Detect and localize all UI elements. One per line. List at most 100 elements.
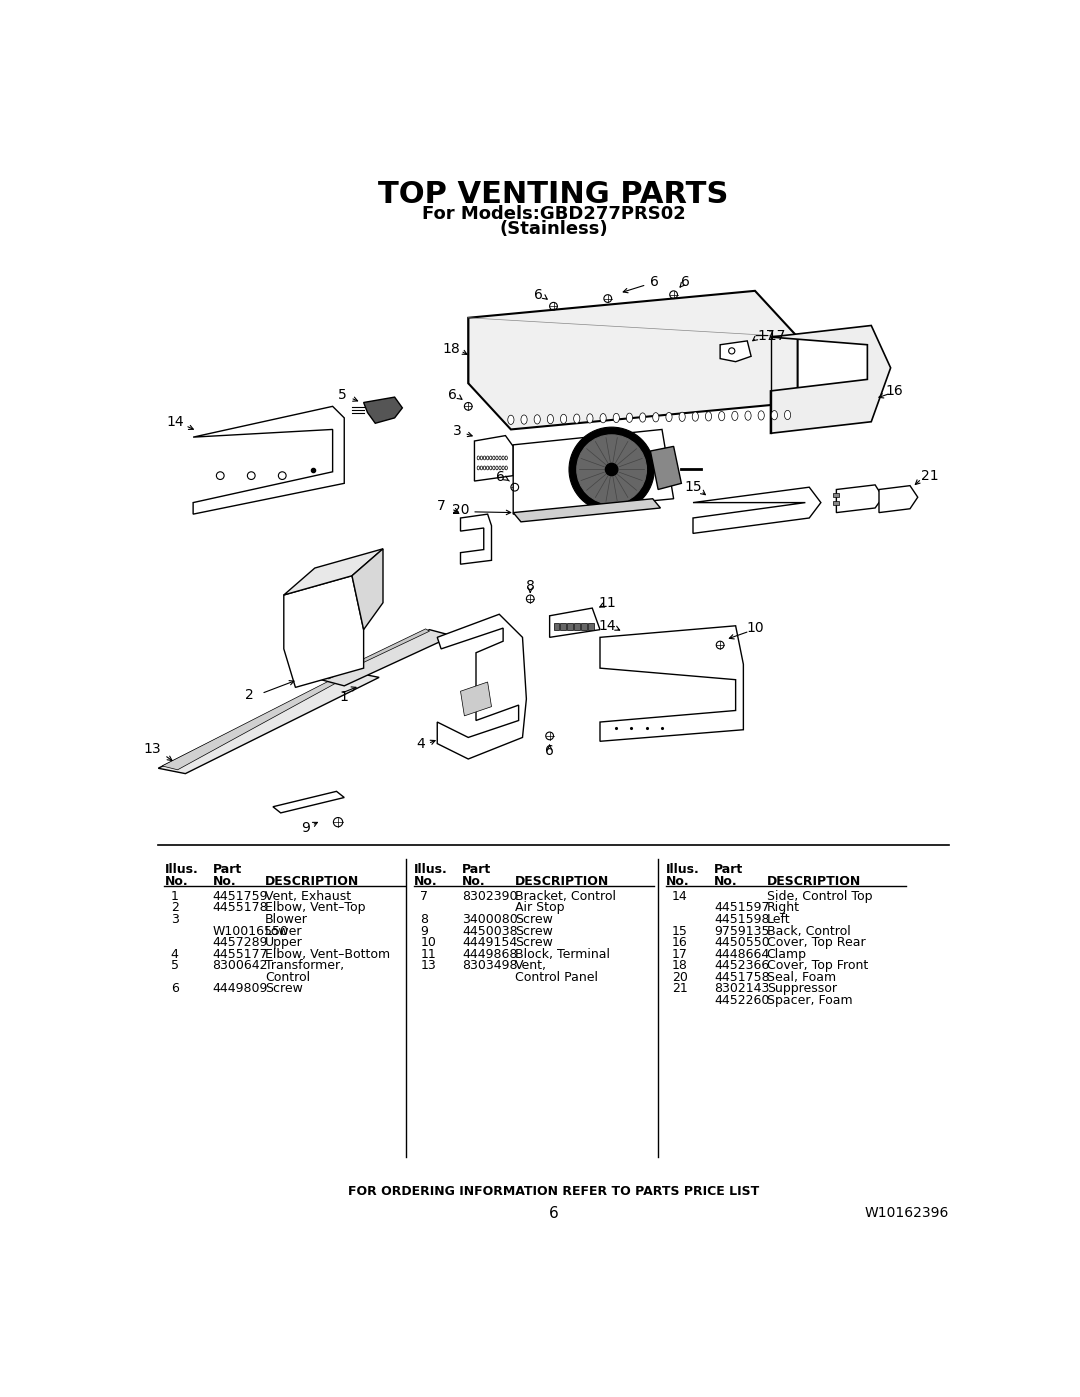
Polygon shape — [474, 436, 513, 481]
Text: Blower: Blower — [266, 914, 308, 926]
Text: No.: No. — [213, 875, 237, 887]
Text: Illus.: Illus. — [414, 863, 448, 876]
Text: 9: 9 — [301, 821, 310, 835]
Polygon shape — [600, 626, 743, 742]
Text: 9: 9 — [420, 925, 428, 937]
Text: 4: 4 — [171, 947, 178, 961]
Text: TOP VENTING PARTS: TOP VENTING PARTS — [378, 180, 729, 210]
Bar — [575, 623, 580, 630]
Text: W10162396: W10162396 — [864, 1206, 948, 1221]
Circle shape — [584, 443, 638, 496]
Text: 4452260: 4452260 — [714, 993, 769, 1007]
Text: Seal, Foam: Seal, Foam — [767, 971, 836, 983]
Polygon shape — [460, 682, 491, 715]
Text: Suppressor: Suppressor — [767, 982, 837, 995]
Polygon shape — [321, 630, 453, 686]
Polygon shape — [550, 608, 600, 637]
Bar — [589, 623, 594, 630]
Text: 7: 7 — [436, 500, 446, 514]
Ellipse shape — [586, 414, 593, 423]
Text: 6: 6 — [448, 388, 457, 402]
Text: 3: 3 — [171, 914, 178, 926]
Text: W10016550: W10016550 — [213, 925, 288, 937]
Ellipse shape — [561, 415, 567, 423]
Text: 17: 17 — [758, 328, 775, 342]
Text: 8: 8 — [526, 578, 535, 592]
Text: Vent, Exhaust: Vent, Exhaust — [266, 890, 351, 902]
Circle shape — [569, 427, 654, 511]
Ellipse shape — [499, 467, 501, 469]
Bar — [554, 623, 559, 630]
Text: 1: 1 — [171, 890, 178, 902]
Text: Part: Part — [714, 863, 743, 876]
Text: Part: Part — [213, 863, 242, 876]
Text: No.: No. — [666, 875, 689, 887]
Text: 6: 6 — [545, 745, 554, 759]
Ellipse shape — [499, 455, 501, 460]
Text: Part: Part — [462, 863, 491, 876]
Polygon shape — [770, 326, 891, 433]
Polygon shape — [284, 576, 364, 687]
Ellipse shape — [492, 455, 495, 460]
Text: DESCRIPTION: DESCRIPTION — [266, 875, 360, 887]
Text: 7: 7 — [420, 890, 428, 902]
Text: 18: 18 — [443, 342, 460, 356]
Circle shape — [577, 434, 647, 504]
Text: 8: 8 — [420, 914, 428, 926]
Text: 4450550: 4450550 — [714, 936, 770, 949]
Ellipse shape — [502, 467, 504, 469]
Text: 4451758: 4451758 — [714, 971, 770, 983]
Bar — [833, 502, 839, 504]
Text: Lower: Lower — [266, 925, 302, 937]
Text: 6: 6 — [549, 1206, 558, 1221]
Text: Back, Control: Back, Control — [767, 925, 850, 937]
Bar — [833, 493, 839, 497]
Ellipse shape — [477, 455, 480, 460]
Text: 4449868: 4449868 — [462, 947, 517, 961]
Ellipse shape — [679, 412, 685, 422]
Text: No.: No. — [164, 875, 188, 887]
Text: 14: 14 — [672, 890, 688, 902]
Text: 13: 13 — [144, 742, 161, 756]
Text: 4451759: 4451759 — [213, 890, 268, 902]
Ellipse shape — [548, 415, 554, 423]
Text: 9759135: 9759135 — [714, 925, 769, 937]
Polygon shape — [193, 407, 345, 514]
Text: 3400080: 3400080 — [462, 914, 517, 926]
Ellipse shape — [626, 414, 633, 422]
Text: Screw: Screw — [515, 914, 553, 926]
Text: 16: 16 — [886, 384, 903, 398]
Text: 1: 1 — [340, 690, 349, 704]
Text: No.: No. — [414, 875, 437, 887]
Ellipse shape — [784, 411, 791, 419]
Text: 4455177: 4455177 — [213, 947, 268, 961]
Polygon shape — [836, 485, 882, 513]
Polygon shape — [352, 549, 383, 630]
Text: Clamp: Clamp — [767, 947, 807, 961]
Text: Screw: Screw — [515, 936, 553, 949]
Text: 6: 6 — [650, 275, 659, 289]
Text: Control: Control — [266, 971, 310, 983]
Text: —17: —17 — [755, 328, 786, 342]
Text: Bracket, Control: Bracket, Control — [515, 890, 616, 902]
Polygon shape — [162, 671, 352, 770]
Polygon shape — [284, 549, 383, 595]
Ellipse shape — [489, 455, 491, 460]
Text: Spacer, Foam: Spacer, Foam — [767, 993, 852, 1007]
Text: Elbow, Vent–Top: Elbow, Vent–Top — [266, 901, 366, 915]
Text: 14: 14 — [599, 619, 617, 633]
Polygon shape — [693, 488, 821, 534]
Polygon shape — [469, 291, 798, 429]
Bar — [561, 623, 566, 630]
Text: (Stainless): (Stainless) — [499, 221, 608, 239]
Text: Block, Terminal: Block, Terminal — [515, 947, 610, 961]
Text: Cover, Top Rear: Cover, Top Rear — [767, 936, 865, 949]
Text: 18: 18 — [672, 960, 688, 972]
Ellipse shape — [492, 467, 495, 469]
Text: Cover, Top Front: Cover, Top Front — [767, 960, 868, 972]
Ellipse shape — [600, 414, 606, 423]
Ellipse shape — [489, 467, 491, 469]
Ellipse shape — [505, 455, 508, 460]
Text: 6: 6 — [497, 471, 505, 485]
Text: 4452366: 4452366 — [714, 960, 769, 972]
